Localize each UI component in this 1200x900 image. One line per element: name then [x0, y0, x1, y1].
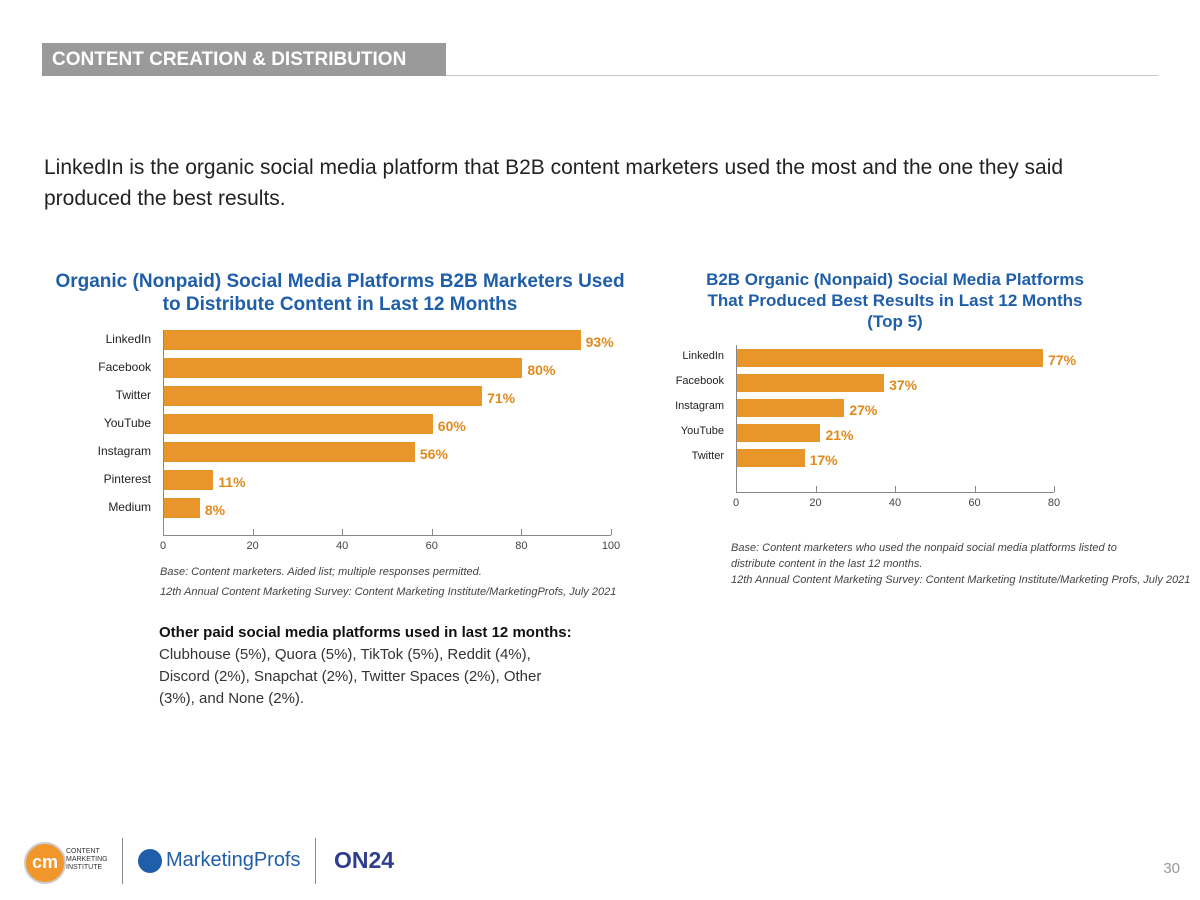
x-tick-label: 100 [601, 540, 621, 552]
x-tick-label: 40 [888, 497, 902, 509]
chart-note: Base: Content marketers who used the non… [731, 542, 1117, 554]
x-tick-label: 0 [732, 497, 740, 509]
bar [737, 449, 805, 467]
bar [737, 374, 885, 392]
section-header: CONTENT CREATION & DISTRIBUTION [42, 43, 446, 76]
chart-note: 12th Annual Content Marketing Survey: Co… [160, 586, 617, 598]
bar [164, 498, 200, 518]
bar [164, 442, 415, 462]
x-tick [521, 529, 523, 535]
category-label: Twitter [115, 388, 151, 402]
chart-note: distribute content in the last 12 months… [731, 558, 923, 570]
value-label: 77% [1048, 352, 1077, 368]
x-tick [895, 486, 896, 492]
bar [164, 386, 483, 406]
x-tick-label: 60 [425, 540, 438, 552]
x-tick [163, 529, 164, 535]
category-label: LinkedIn [105, 332, 151, 346]
chart-note: 12th Annual Content Marketing Survey: Co… [731, 574, 1191, 586]
x-tick [342, 529, 344, 535]
category-label: Facebook [98, 360, 151, 374]
category-label: YouTube [680, 425, 724, 437]
other-heading: Other paid social media platforms used i… [159, 624, 572, 641]
bar [737, 399, 845, 417]
header-divider [446, 75, 1158, 76]
marketingprofs-icon [138, 849, 162, 873]
x-tick [736, 486, 737, 492]
chart1-title: Organic (Nonpaid) Social Media Platforms… [55, 271, 625, 315]
x-axis-line [736, 492, 1054, 493]
other-platforms: Other paid social media platforms used i… [159, 622, 579, 710]
x-tick-label: 80 [1047, 497, 1061, 509]
y-axis-line [736, 345, 737, 492]
cmi-logo-text: CONTENT MARKETING INSTITUTE [66, 848, 108, 871]
value-label: 27% [849, 402, 878, 418]
x-tick [1054, 486, 1055, 492]
value-label: 17% [809, 452, 838, 468]
value-label: 11% [218, 474, 246, 490]
category-label: LinkedIn [682, 350, 724, 362]
bar [164, 330, 581, 350]
on24-logo: ON24 [334, 847, 395, 873]
x-tick-label: 60 [968, 497, 981, 509]
other-text: Clubhouse (5%), Quora (5%), TikTok (5%),… [159, 646, 542, 707]
x-tick [252, 529, 254, 535]
x-tick [815, 486, 817, 492]
category-label: Pinterest [103, 472, 151, 486]
value-label: 60% [437, 418, 466, 434]
x-axis-line [163, 535, 611, 536]
logo-divider [315, 838, 316, 884]
x-tick-label: 0 [159, 540, 167, 552]
category-label: Twitter [691, 450, 724, 462]
bar [737, 349, 1044, 367]
category-label: Medium [108, 500, 151, 514]
x-tick [611, 529, 612, 535]
marketingprofs-logo: MarketingProfs [166, 849, 301, 871]
value-label: 80% [527, 362, 556, 378]
y-axis-line [163, 330, 164, 535]
category-label: Instagram [675, 400, 724, 412]
x-tick-label: 20 [246, 540, 259, 552]
value-label: 56% [419, 446, 448, 462]
value-label: 37% [889, 377, 918, 393]
category-label: YouTube [103, 416, 151, 430]
category-label: Facebook [675, 375, 724, 387]
page-number: 30 [1163, 860, 1180, 877]
x-tick-label: 80 [515, 540, 528, 552]
value-label: 71% [487, 390, 516, 406]
value-label: 8% [204, 502, 226, 518]
x-tick [974, 486, 976, 492]
cmi-logo-icon: cm [24, 842, 66, 884]
bar [164, 358, 523, 378]
bar [164, 414, 433, 434]
x-tick [431, 529, 433, 535]
x-tick-label: 20 [809, 497, 822, 509]
chart-note: Base: Content marketers. Aided list; mul… [160, 566, 482, 578]
intro-text: LinkedIn is the organic social media pla… [44, 156, 1064, 210]
x-tick-label: 40 [336, 540, 349, 552]
category-label: Instagram [97, 444, 151, 458]
value-label: 21% [825, 427, 854, 443]
bar [737, 424, 821, 442]
logo-divider [122, 838, 123, 884]
chart2-title: B2B Organic (Nonpaid) Social Media Platf… [706, 270, 1084, 331]
value-label: 93% [585, 334, 614, 350]
bar [164, 470, 214, 490]
